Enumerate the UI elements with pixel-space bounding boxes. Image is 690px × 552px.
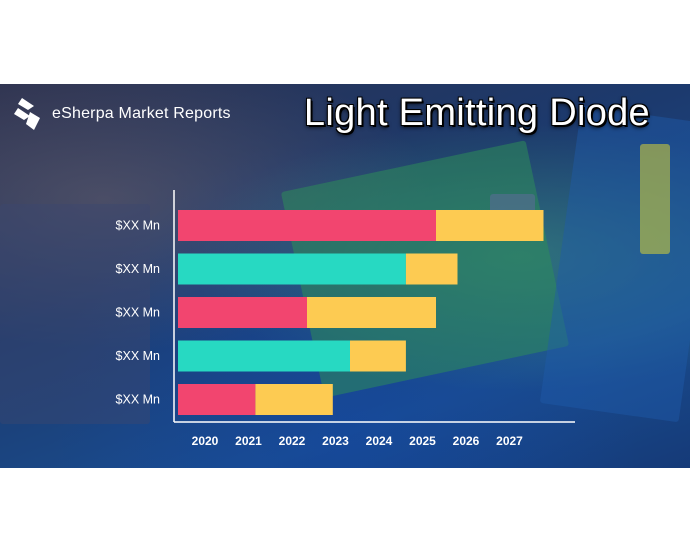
bar-segment-forecast bbox=[436, 210, 544, 241]
bar-chart: $XX Mn $XX Mn $XX Mn $XX Mn $XX Mn 2020 2021 2… bbox=[116, 190, 575, 448]
x-tick-label: 2021 bbox=[235, 434, 262, 448]
bar-segment-forecast bbox=[255, 384, 333, 415]
page-title: Light Emitting Diode bbox=[303, 92, 650, 134]
bar-segment-forecast bbox=[350, 340, 406, 372]
bar-segment-base bbox=[178, 253, 406, 285]
y-tick-label: $XX Mn bbox=[116, 262, 161, 276]
y-tick-label: $XX Mn bbox=[116, 349, 161, 363]
bar-segment-base bbox=[178, 340, 350, 372]
y-tick-label: $XX Mn bbox=[116, 219, 161, 233]
x-tick-label: 2025 bbox=[409, 434, 436, 448]
y-tick-label: $XX Mn bbox=[116, 393, 161, 407]
brand-name: eSherpa Market Reports bbox=[52, 105, 231, 122]
x-tick-label: 2027 bbox=[496, 434, 523, 448]
x-tick-label: 2026 bbox=[453, 434, 480, 448]
bar-segment-base bbox=[178, 384, 256, 415]
x-tick-label: 2020 bbox=[192, 434, 219, 448]
bar-segment-forecast bbox=[307, 297, 436, 328]
y-tick-label: $XX Mn bbox=[116, 306, 161, 320]
brand-logo: eSherpa Market Reports bbox=[8, 94, 231, 134]
esherpa-logo-icon bbox=[14, 98, 40, 130]
circuit-board-decoration bbox=[0, 204, 150, 424]
banner: eSherpa Market Reports Light Emitting Di… bbox=[0, 84, 690, 468]
circuit-board-decoration bbox=[640, 144, 670, 254]
x-tick-label: 2022 bbox=[279, 434, 306, 448]
bar-segment-base bbox=[178, 297, 307, 328]
x-tick-label: 2023 bbox=[322, 434, 349, 448]
x-tick-label: 2024 bbox=[366, 434, 393, 448]
bar-segment-forecast bbox=[405, 253, 458, 285]
bar-segment-base bbox=[178, 210, 436, 241]
